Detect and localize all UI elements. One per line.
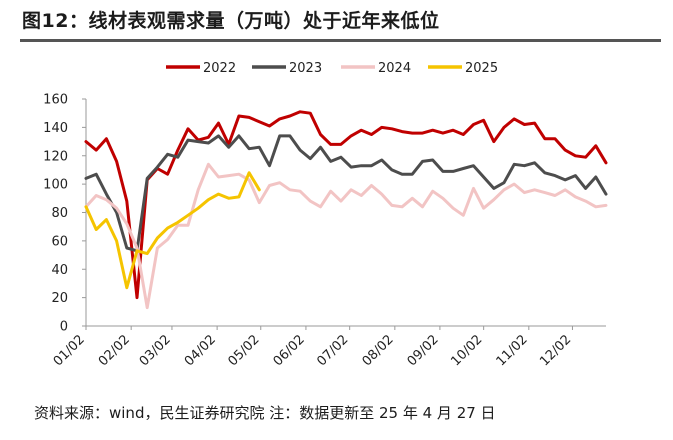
chart-legend: 2022 2023 2024 2025	[166, 61, 498, 76]
x-tick-label: 04/02	[182, 332, 219, 369]
x-tick-label: 12/02	[537, 332, 574, 369]
y-tick-label: 140	[43, 121, 68, 136]
legend-label-2023: 2023	[289, 61, 322, 76]
y-tick-label: 160	[43, 93, 68, 108]
legend-label-2022: 2022	[203, 61, 236, 76]
legend-label-2025: 2025	[465, 61, 498, 76]
y-tick-label: 0	[60, 320, 68, 335]
source-note: 资料来源：wind，民生证券研究院 注：数据更新至 25 年 4 月 27 日	[34, 404, 496, 422]
series-line-2024	[84, 162, 608, 310]
series-line-2022	[84, 110, 608, 300]
y-tick-label: 100	[43, 178, 68, 193]
x-tick-label: 10/02	[448, 332, 485, 369]
x-tick-label: 06/02	[271, 332, 308, 369]
legend-label-2024: 2024	[378, 61, 411, 76]
title-underline	[20, 39, 661, 42]
x-tick-label: 08/02	[360, 332, 397, 369]
x-tick-label: 07/02	[314, 332, 351, 369]
x-tick-label: 03/02	[137, 332, 174, 369]
series-line-2023	[84, 134, 608, 253]
x-axis: 01/02 02/02 03/02 04/02 05/02 06/02 07/02 08/02…	[51, 325, 606, 369]
y-tick-label: 60	[51, 234, 68, 249]
y-tick-label: 120	[43, 149, 68, 164]
x-tick-label: 09/02	[405, 332, 442, 369]
y-axis: 0 20 40 60 80 100 120 140 160	[43, 93, 87, 335]
y-tick-label: 80	[51, 206, 68, 221]
y-tick-label: 20	[51, 291, 68, 306]
x-tick-label: 11/02	[494, 332, 531, 369]
x-tick-label: 05/02	[225, 332, 262, 369]
series-line-2025	[84, 171, 261, 290]
series-layer	[84, 110, 608, 310]
x-tick-label: 01/02	[51, 332, 88, 369]
chart-title: 图12：线材表观需求量（万吨）处于近年来低位	[22, 10, 440, 32]
line-chart: 2022 2023 2024 2025 0 20 40 60 80 100 120 140 160 0…	[43, 61, 608, 369]
x-tick-label: 02/02	[96, 332, 133, 369]
y-tick-label: 40	[51, 263, 68, 278]
